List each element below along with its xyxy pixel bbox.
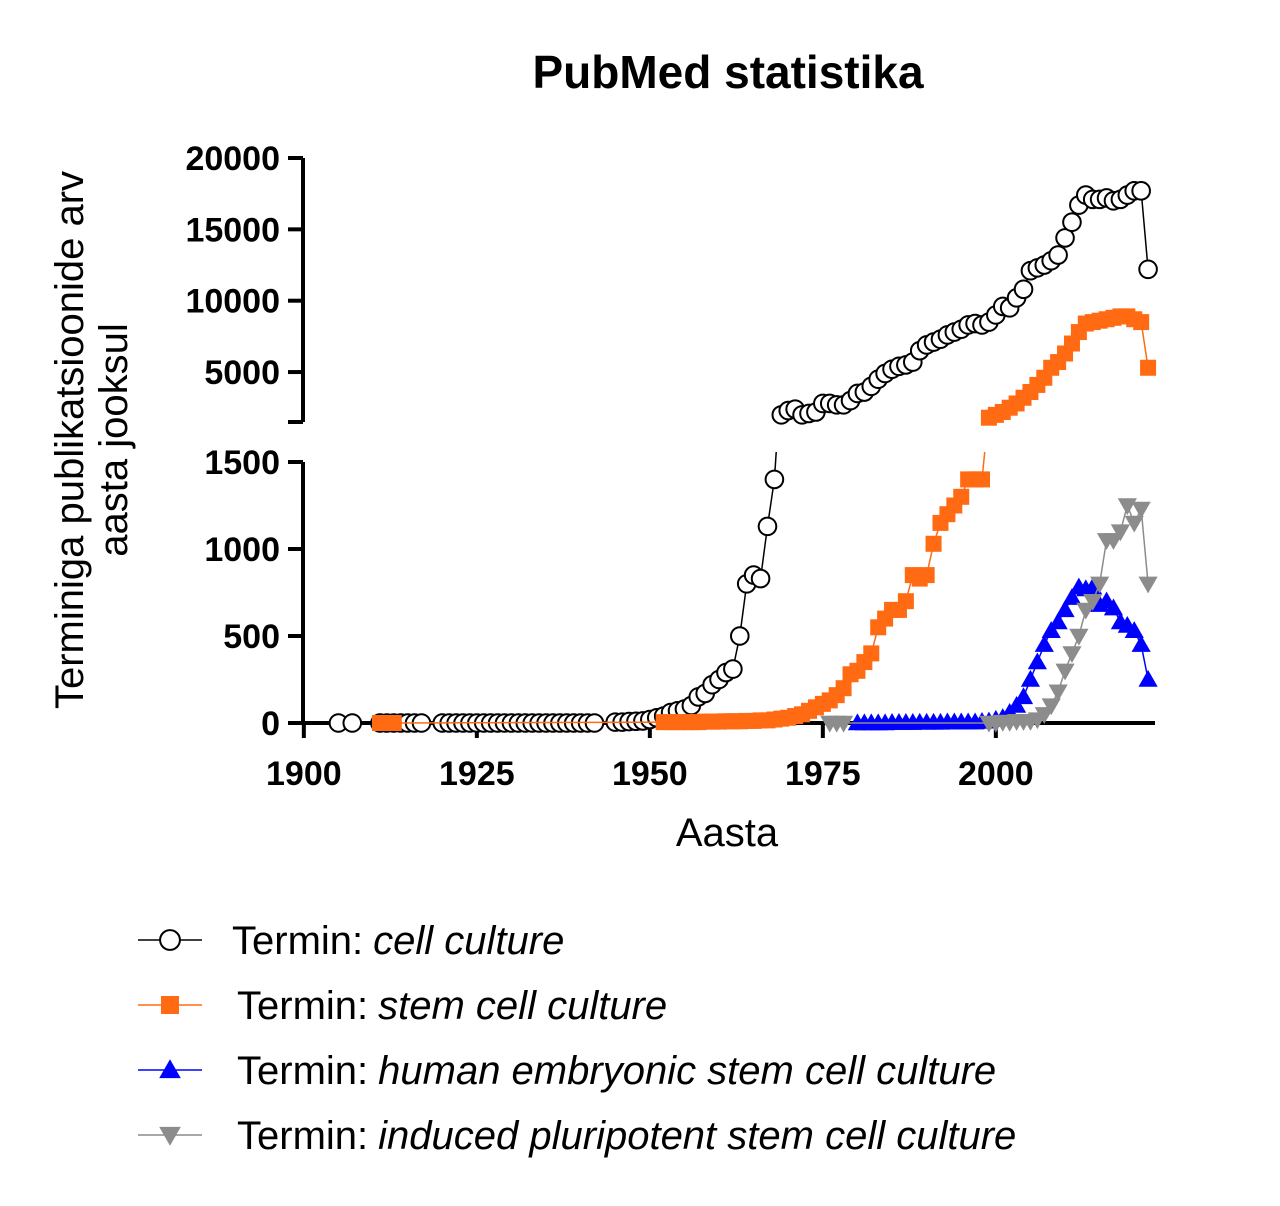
marker [1117,498,1137,516]
chart-title: PubMed statistika [532,46,924,98]
marker [1027,652,1047,670]
marker [897,593,914,610]
x-tick-label: 1975 [785,755,861,793]
marker [764,469,785,490]
legend-label: Termin: human embryonic stem cell culture [237,1049,996,1093]
legend-label: Termin: induced pluripotent stem cell cul… [237,1114,1016,1158]
y-tick-label: 500 [223,618,280,656]
y-axis-label-line: Terminiga publikatsioonide arv [48,171,92,709]
marker [834,715,854,733]
marker [1007,696,1027,713]
legend-name: induced pluripotent stem cell culture [378,1114,1016,1158]
marker [1090,576,1110,594]
marker [385,715,402,731]
series-line [830,426,1148,444]
x-tick-label: 1950 [612,755,688,793]
y-tick-label: 10000 [185,283,280,321]
marker [1140,359,1157,376]
marker [1048,245,1068,265]
y-axis-label: Terminiga publikatsioonide arv aasta joo… [48,171,136,709]
marker [1013,279,1034,300]
marker [1055,663,1075,681]
marker [1041,698,1061,716]
legend-name: cell culture [373,919,564,963]
panel-clip [830,426,1148,444]
marker [1138,669,1158,687]
panel-clip [379,452,986,724]
marker [161,996,179,1014]
marker [1062,588,1082,605]
marker [1133,314,1150,331]
marker [953,488,970,505]
marker [1062,212,1082,233]
marker [757,516,778,537]
marker [1020,669,1041,687]
marker [835,680,852,697]
marker [1124,621,1144,638]
marker [159,1059,181,1079]
x-axis-label: Aasta [676,811,779,855]
marker [1062,646,1082,663]
marker [730,626,750,646]
x-tick-label: 2000 [958,755,1034,793]
marker [1083,594,1103,611]
marker [1048,684,1068,702]
marker [918,567,935,584]
y-tick-label: 1500 [204,444,280,482]
marker [974,471,990,488]
marker [1041,621,1061,638]
panel-clip [338,452,777,724]
marker [1124,515,1144,533]
y-tick-label: 15000 [185,211,280,249]
marker [723,659,743,679]
legend-label: Termin: cell culture [232,919,564,963]
marker [1013,687,1034,705]
y-axis-label-line: aasta jooksul [92,323,136,556]
y-tick-label: 1000 [204,531,280,569]
marker [159,929,181,951]
legend-prefix: Termin: [237,1114,368,1158]
y-tick-label: 5000 [204,354,280,392]
marker [1131,501,1151,519]
series-line [379,452,986,724]
x-tick-label: 1900 [266,755,342,793]
legend-prefix: Termin: [237,984,368,1028]
legend-name: human embryonic stem cell culture [378,1049,996,1093]
marker [159,1126,181,1146]
marker [1055,600,1075,618]
marker [1103,598,1124,616]
marker [863,645,880,662]
marker [1138,259,1158,280]
legend-name: stem cell culture [378,984,667,1028]
legend-prefix: Termin: [232,919,363,963]
series-line [857,432,1148,443]
marker [1131,635,1151,652]
marker [1110,524,1130,542]
marker [1131,181,1151,201]
x-tick-label: 1925 [439,755,515,793]
panel-clip [857,432,1148,443]
marker [1034,635,1054,652]
legend-label: Termin: stem cell culture [237,984,667,1028]
marker [342,713,363,733]
series-line [338,452,777,724]
y-tick-label: 20000 [185,140,280,178]
marker [1069,628,1089,646]
marker [750,568,771,589]
marker [925,535,942,552]
y-tick-label: 0 [261,705,280,743]
legend-prefix: Termin: [237,1049,368,1093]
marker [1048,612,1068,630]
marker [1138,576,1158,594]
